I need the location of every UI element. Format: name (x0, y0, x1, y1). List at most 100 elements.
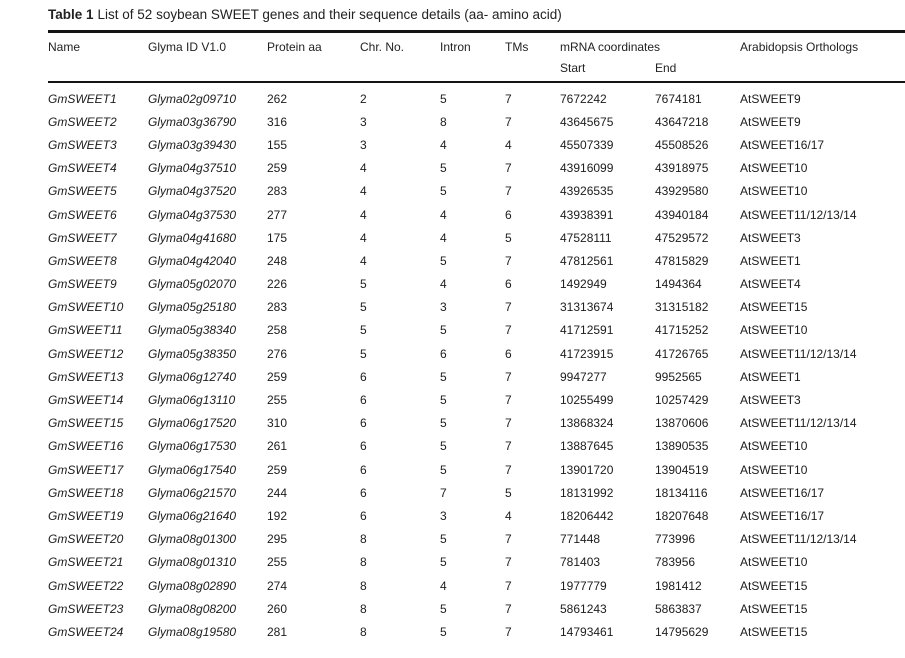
cell-mrna-start: 1977779 (560, 578, 607, 593)
cell-name: GmSWEET14 (48, 393, 124, 408)
cell-protein-aa: 244 (267, 485, 288, 500)
cell-chr-no: 4 (360, 207, 367, 222)
cell-mrna-start: 41723915 (560, 346, 614, 361)
table-row: GmSWEET22 Glyma08g02890 274 8 4 7 1977779 19814… (48, 574, 905, 597)
cell-mrna-start: 43916099 (560, 161, 614, 176)
cell-glyma-id: Glyma08g19580 (148, 624, 237, 639)
cell-tms: 7 (505, 393, 512, 408)
table-subheader-row: Start End (48, 54, 905, 83)
table-number: Table 1 (48, 7, 94, 22)
cell-name: GmSWEET9 (48, 277, 117, 292)
cell-glyma-id: Glyma04g41680 (148, 230, 237, 245)
cell-mrna-start: 13868324 (560, 416, 614, 431)
table-row: GmSWEET10 Glyma05g25180 283 5 3 7 31313674 3131… (48, 296, 905, 319)
table-row: GmSWEET3 Glyma03g39430 155 3 4 4 45507339 45508… (48, 133, 905, 156)
cell-mrna-start: 9947277 (560, 369, 607, 384)
cell-name: GmSWEET3 (48, 137, 117, 152)
cell-mrna-start: 43645675 (560, 114, 614, 129)
cell-protein-aa: 276 (267, 346, 288, 361)
cell-tms: 7 (505, 300, 512, 315)
col-header-protein-aa: Protein aa (267, 30, 360, 54)
cell-intron: 5 (440, 624, 447, 639)
cell-mrna-end: 18134116 (655, 485, 708, 500)
table-header-row: Name Glyma ID V1.0 Protein aa Chr. No. I… (48, 30, 905, 54)
cell-mrna-start: 13887645 (560, 439, 614, 454)
cell-ortholog: AtSWEET9 (740, 114, 801, 129)
table-row: GmSWEET23 Glyma08g08200 260 8 5 7 5861243 58638… (48, 597, 905, 620)
cell-glyma-id: Glyma05g02070 (148, 277, 237, 292)
cell-mrna-end: 45508526 (655, 137, 709, 152)
cell-mrna-end: 43647218 (655, 114, 709, 129)
cell-chr-no: 4 (360, 161, 367, 176)
cell-glyma-id: Glyma06g21640 (148, 508, 237, 523)
cell-mrna-end: 9952565 (655, 369, 702, 384)
cell-intron: 4 (440, 207, 447, 222)
table-row: GmSWEET1 Glyma02g09710 262 2 5 7 7672242 767418… (48, 82, 905, 110)
cell-tms: 7 (505, 532, 512, 547)
cell-name: GmSWEET22 (48, 578, 124, 593)
col-header-intron: Intron (440, 30, 505, 54)
cell-name: GmSWEET24 (48, 624, 124, 639)
cell-ortholog: AtSWEET1 (740, 369, 801, 384)
table-body: GmSWEET1 Glyma02g09710 262 2 5 7 7672242 767418… (48, 82, 905, 644)
cell-intron: 7 (440, 485, 447, 500)
cell-tms: 7 (505, 184, 512, 199)
cell-name: GmSWEET13 (48, 369, 124, 384)
table-header: Name Glyma ID V1.0 Protein aa Chr. No. I… (48, 30, 905, 83)
cell-ortholog: AtSWEET16/17 (740, 137, 825, 152)
cell-glyma-id: Glyma05g38340 (148, 323, 237, 338)
subheader-spacer (505, 54, 560, 83)
cell-mrna-end: 13890535 (655, 439, 709, 454)
cell-tms: 6 (505, 346, 512, 361)
subheader-spacer (440, 54, 505, 83)
cell-name: GmSWEET8 (48, 253, 117, 268)
cell-intron: 5 (440, 393, 447, 408)
cell-ortholog: AtSWEET15 (740, 624, 808, 639)
cell-chr-no: 8 (360, 624, 367, 639)
col-header-chr-no: Chr. No. (360, 30, 440, 54)
cell-protein-aa: 260 (267, 601, 288, 616)
cell-mrna-end: 43918975 (655, 161, 709, 176)
cell-glyma-id: Glyma04g42040 (148, 253, 237, 268)
cell-mrna-start: 10255499 (560, 393, 614, 408)
cell-ortholog: AtSWEET11/12/13/14 (740, 346, 857, 361)
cell-protein-aa: 310 (267, 416, 288, 431)
cell-ortholog: AtSWEET11/12/13/14 (740, 207, 857, 222)
cell-mrna-end: 1981412 (655, 578, 702, 593)
cell-name: GmSWEET5 (48, 184, 117, 199)
cell-chr-no: 4 (360, 184, 367, 199)
cell-protein-aa: 175 (267, 230, 288, 245)
cell-mrna-end: 783956 (655, 555, 696, 570)
cell-ortholog: AtSWEET9 (740, 91, 801, 106)
cell-glyma-id: Glyma03g39430 (148, 137, 237, 152)
cell-intron: 4 (440, 230, 447, 245)
cell-mrna-end: 10257429 (655, 393, 709, 408)
cell-name: GmSWEET21 (48, 555, 124, 570)
table-caption: Table 1 List of 52 soybean SWEET genes an… (48, 7, 905, 23)
cell-chr-no: 5 (360, 277, 367, 292)
cell-intron: 6 (440, 346, 447, 361)
cell-chr-no: 5 (360, 346, 367, 361)
table-row: GmSWEET9 Glyma05g02070 226 5 4 6 1492949 149436… (48, 273, 905, 296)
cell-ortholog: AtSWEET15 (740, 601, 808, 616)
cell-chr-no: 3 (360, 137, 367, 152)
table-row: GmSWEET20 Glyma08g01300 295 8 5 7 771448 773996… (48, 528, 905, 551)
cell-glyma-id: Glyma08g02890 (148, 578, 237, 593)
cell-protein-aa: 248 (267, 253, 288, 268)
cell-ortholog: AtSWEET10 (740, 462, 808, 477)
cell-glyma-id: Glyma02g09710 (148, 91, 237, 106)
cell-tms: 6 (505, 207, 512, 222)
cell-glyma-id: Glyma06g13110 (148, 393, 236, 408)
cell-tms: 7 (505, 578, 512, 593)
cell-ortholog: AtSWEET10 (740, 161, 808, 176)
cell-intron: 5 (440, 439, 447, 454)
cell-tms: 5 (505, 230, 512, 245)
cell-glyma-id: Glyma08g08200 (148, 601, 237, 616)
cell-intron: 5 (440, 555, 447, 570)
cell-intron: 4 (440, 277, 447, 292)
cell-mrna-end: 7674181 (655, 91, 702, 106)
cell-intron: 5 (440, 369, 447, 384)
cell-mrna-start: 43938391 (560, 207, 614, 222)
table-row: GmSWEET6 Glyma04g37530 277 4 4 6 43938391 43940… (48, 203, 905, 226)
table-row: GmSWEET4 Glyma04g37510 259 4 5 7 43916099 43918… (48, 157, 905, 180)
